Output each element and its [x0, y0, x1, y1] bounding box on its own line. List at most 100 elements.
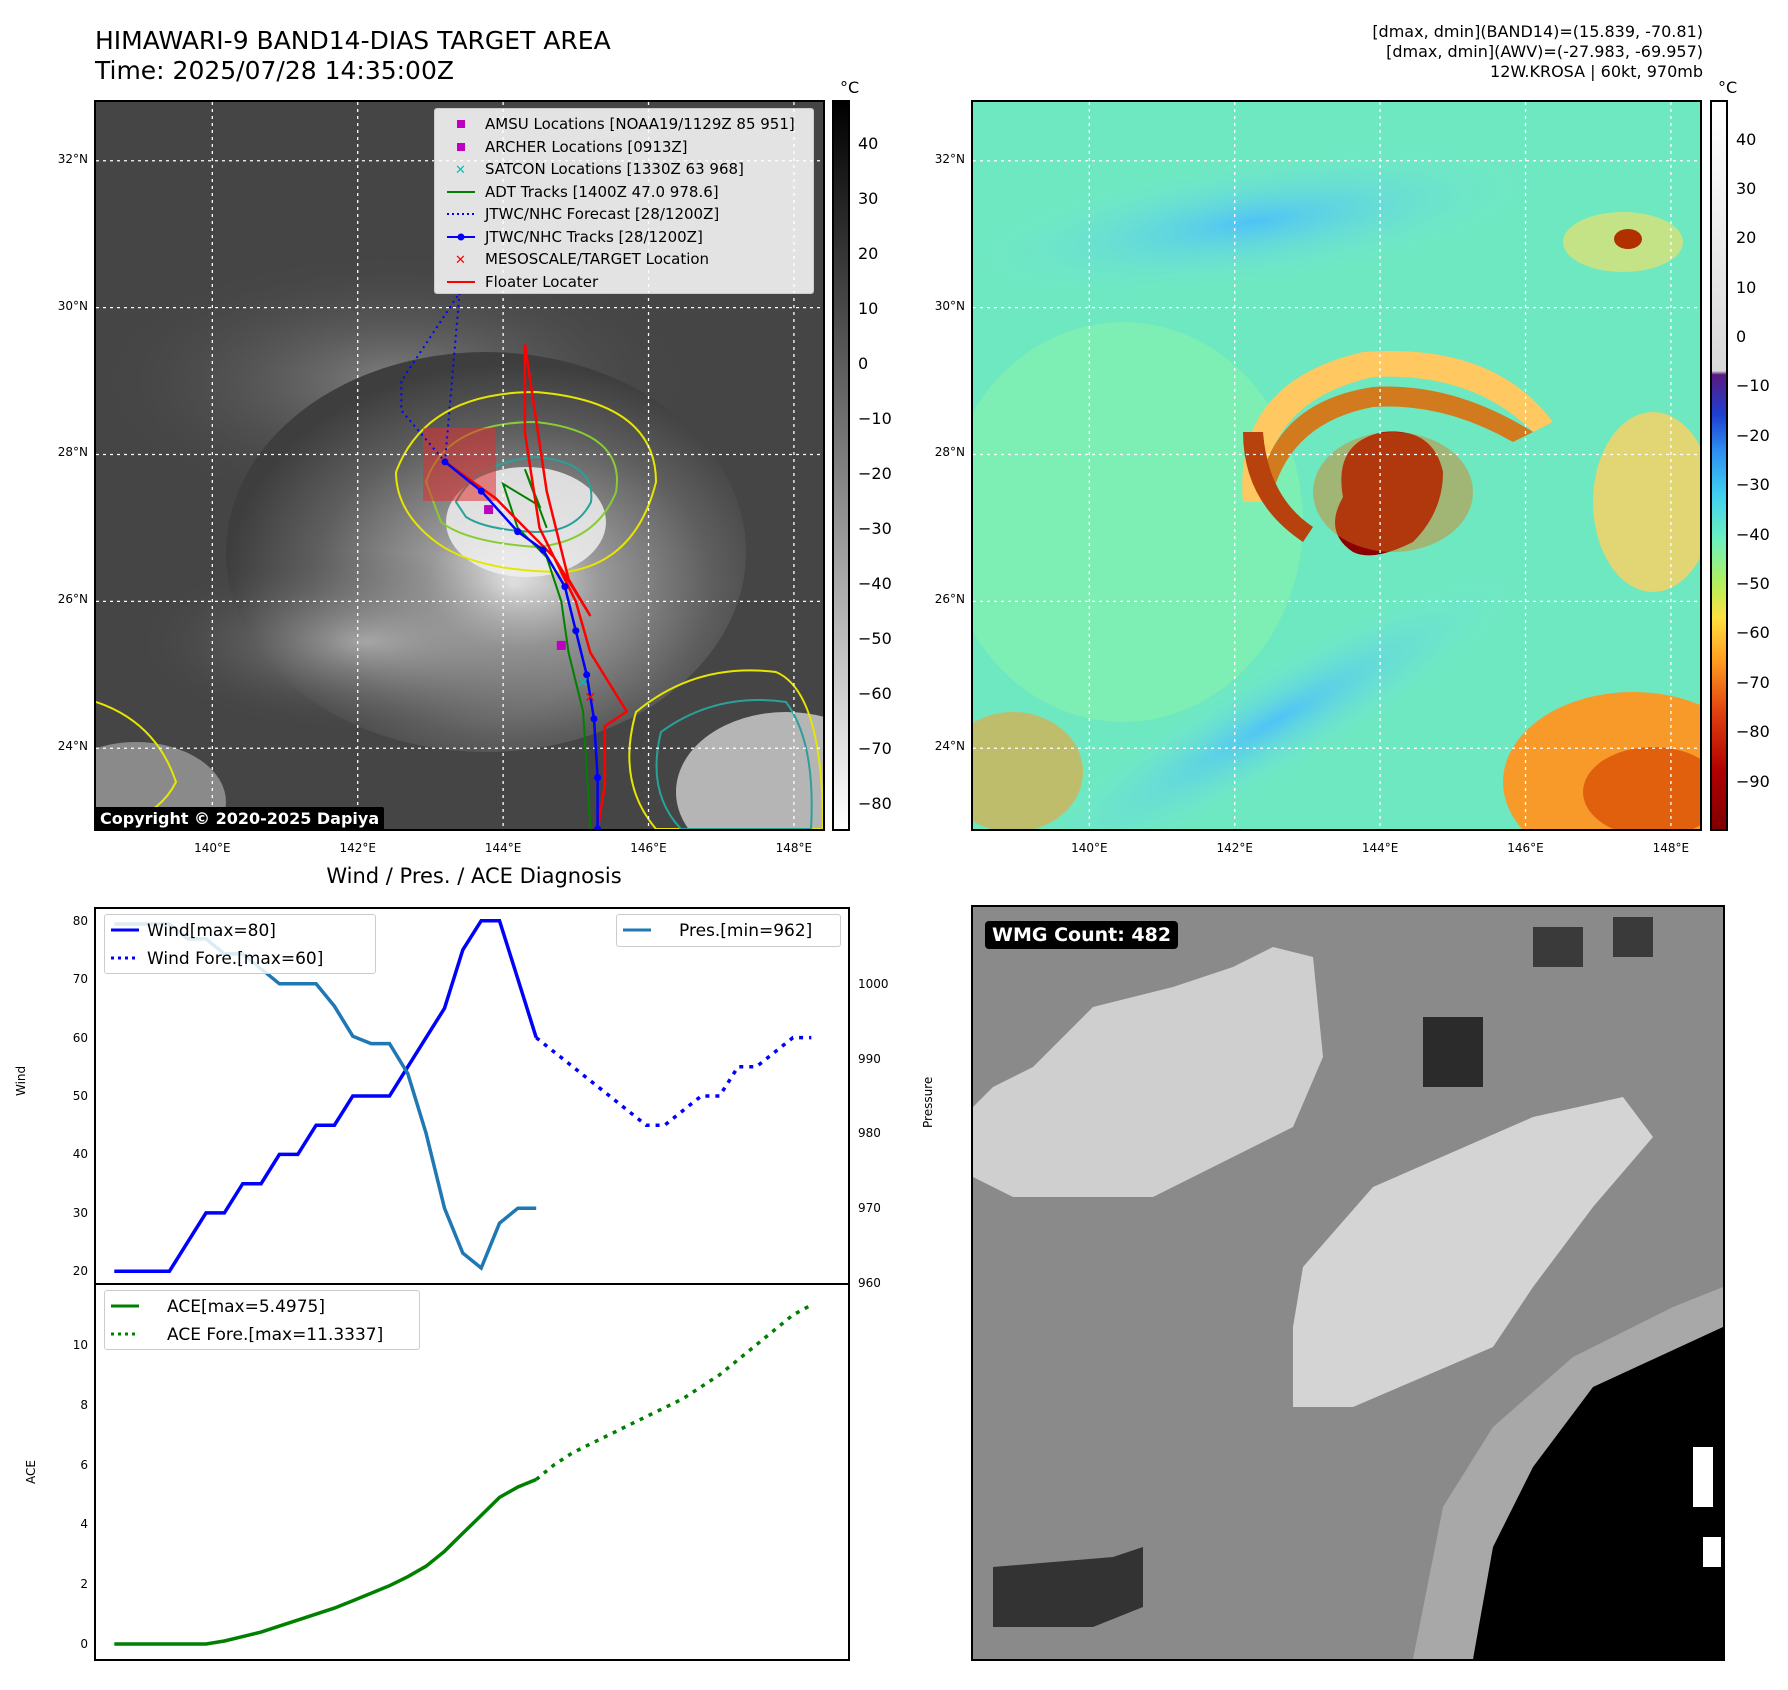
legend-label: JTWC/NHC Tracks [28/1200Z] [485, 227, 703, 246]
wind-legend-label: Wind[max=80] [147, 921, 276, 941]
bw-colorbar-tick: −10 [858, 408, 892, 428]
pressure-tick-label: 990 [858, 1051, 881, 1066]
jtwc-track-point [572, 627, 580, 635]
forecast-series-line [535, 1035, 812, 1127]
wmg-white-block [1693, 1447, 1713, 1507]
ace-svg [114, 1303, 813, 1646]
map-legend-item: ✕ MESOSCALE/TARGET Location [435, 248, 813, 270]
title-line-2: Time: 2025/07/28 14:35:00Z [95, 56, 454, 85]
awv-map-svg [973, 102, 1700, 829]
pressure-legend-label: Pres.[min=962] [679, 921, 813, 941]
legend-label: Floater Locater [485, 272, 599, 291]
moist-region-west [973, 322, 1303, 722]
wind-tick-label: 30 [72, 1205, 88, 1220]
wind-tick-label: 50 [72, 1089, 88, 1103]
archer-location-marker [484, 505, 494, 515]
color-colorbar [1710, 100, 1728, 831]
pressure-tick-label: 980 [858, 1126, 881, 1141]
right-lon-label: 146°E [1507, 841, 1544, 855]
awv-lon-grid [1088, 102, 1672, 829]
right-lat-label: 30°N [934, 298, 965, 313]
wmg-dark-block-2 [1533, 927, 1583, 967]
wmg-dark-block-1 [1423, 1017, 1483, 1087]
bw-colorbar-tick: −60 [858, 683, 892, 703]
map-legend-item: ✕ SATCON Locations [1330Z 63 968] [435, 158, 813, 180]
bw-colorbar-unit: °C [840, 78, 860, 97]
left-lat-label: 26°N [57, 592, 88, 607]
stats-block: [dmax, dmin](BAND14)=(15.839, -70.81) [d… [1372, 22, 1703, 82]
ace-tick-label: 0 [80, 1637, 88, 1652]
wind-legend: Wind[max=80] Wind Fore.[max=60] [104, 914, 376, 974]
right-lat-label: 26°N [934, 592, 965, 607]
left-lat-label: 30°N [57, 298, 88, 313]
target-location-marker: ✕ [584, 690, 596, 706]
map-legend-item: JTWC/NHC Forecast [28/1200Z] [435, 203, 813, 225]
legend-marker-icon [447, 280, 475, 283]
cold-cloud-contours [96, 390, 823, 829]
map-legend-item: AMSU Locations [NOAA19/1129Z 85 951] [435, 113, 813, 135]
left-lon-label: 146°E [630, 841, 667, 855]
spiral-band-inner [1258, 386, 1533, 492]
cyclone-outer-band [136, 552, 596, 732]
color-colorbar-tick: 40 [1736, 129, 1757, 149]
left-lon-label: 142°E [339, 841, 376, 855]
dry-slot-south [994, 553, 1552, 829]
amsu-location-marker [556, 640, 566, 650]
right-lon-label: 142°E [1216, 841, 1253, 855]
left-lon-label: 148°E [775, 841, 813, 855]
ace-axis-label: ACE [24, 1460, 38, 1484]
left-lat-label: 24°N [57, 739, 88, 754]
legend-marker-icon: ✕ [455, 163, 466, 178]
color-colorbar-tick: −50 [1736, 574, 1770, 594]
wind-tick-label: 60 [72, 1030, 88, 1045]
left-lon-label: 140°E [194, 841, 231, 855]
legend-label: AMSU Locations [NOAA19/1129Z 85 951] [485, 115, 795, 133]
wmg-count-badge: WMG Count: 482 [985, 921, 1179, 949]
title-line-1: HIMAWARI-9 BAND14-DIAS TARGET AREA [95, 26, 611, 55]
copyright-label: Copyright © 2020-2025 Dapiya [96, 807, 385, 829]
map-legend-item: JTWC/NHC Tracks [28/1200Z] [435, 226, 813, 248]
legend-label: MESOSCALE/TARGET Location [485, 250, 710, 268]
diagnosis-title: Wind / Pres. / ACE Diagnosis [326, 864, 622, 888]
jtwc-track-point [594, 825, 602, 829]
ace-tick-label: 6 [80, 1457, 88, 1472]
color-colorbar-tick: 10 [1736, 277, 1757, 297]
svg-text:✕: ✕ [455, 163, 466, 178]
right-lat-label: 32°N [934, 151, 965, 166]
color-colorbar-tick: −10 [1736, 376, 1770, 396]
spiral-band-outer [1242, 350, 1553, 502]
warm-cluster-sw [973, 712, 1083, 829]
wmg-svg [973, 907, 1723, 1659]
cloud-cluster-se [676, 712, 823, 829]
ace-chart [94, 1283, 850, 1661]
wind-axis-label: Wind [14, 1065, 28, 1096]
wind-forecast-legend-label: Wind Fore.[max=60] [147, 949, 324, 969]
color-colorbar-tick: 30 [1736, 178, 1757, 198]
bw-colorbar-tick: 10 [858, 298, 879, 318]
pressure-tick-label: 970 [858, 1201, 881, 1216]
map-legend-item: ADT Tracks [1400Z 47.0 978.6] [435, 181, 813, 203]
right-lon-label: 140°E [1071, 841, 1108, 855]
jtwc-track-point [590, 715, 598, 723]
bw-colorbar-tick: −50 [858, 628, 892, 648]
ace-tick-label: 8 [80, 1397, 88, 1412]
bw-colorbar-tick: −40 [858, 573, 892, 593]
wind-tick-label: 20 [72, 1264, 88, 1279]
ace-tick-label: 4 [80, 1517, 88, 1532]
figure-title: HIMAWARI-9 BAND14-DIAS TARGET AREA Time: … [95, 26, 611, 86]
legend-label: ADT Tracks [1400Z 47.0 978.6] [485, 182, 719, 201]
jtwc-track [444, 460, 599, 829]
pressure-tick-label: 960 [858, 1276, 881, 1290]
floater-track [444, 344, 629, 829]
right-lon-label: 148°E [1652, 841, 1690, 855]
right-lon-label: 144°E [1361, 841, 1399, 855]
legend-label: ARCHER Locations [0913Z] [485, 137, 688, 156]
wmg-dark-block-3 [1613, 917, 1653, 957]
wmg-bright-region-2 [1293, 1097, 1653, 1407]
wmg-mid-band-se [1413, 1287, 1723, 1659]
bw-colorbar-tick: 20 [858, 243, 879, 263]
jtwc-track-point [477, 487, 485, 495]
jtwc-track-point [441, 458, 449, 466]
awv-lat-grid [973, 160, 1700, 749]
bw-colorbar-tick: −80 [858, 793, 892, 813]
